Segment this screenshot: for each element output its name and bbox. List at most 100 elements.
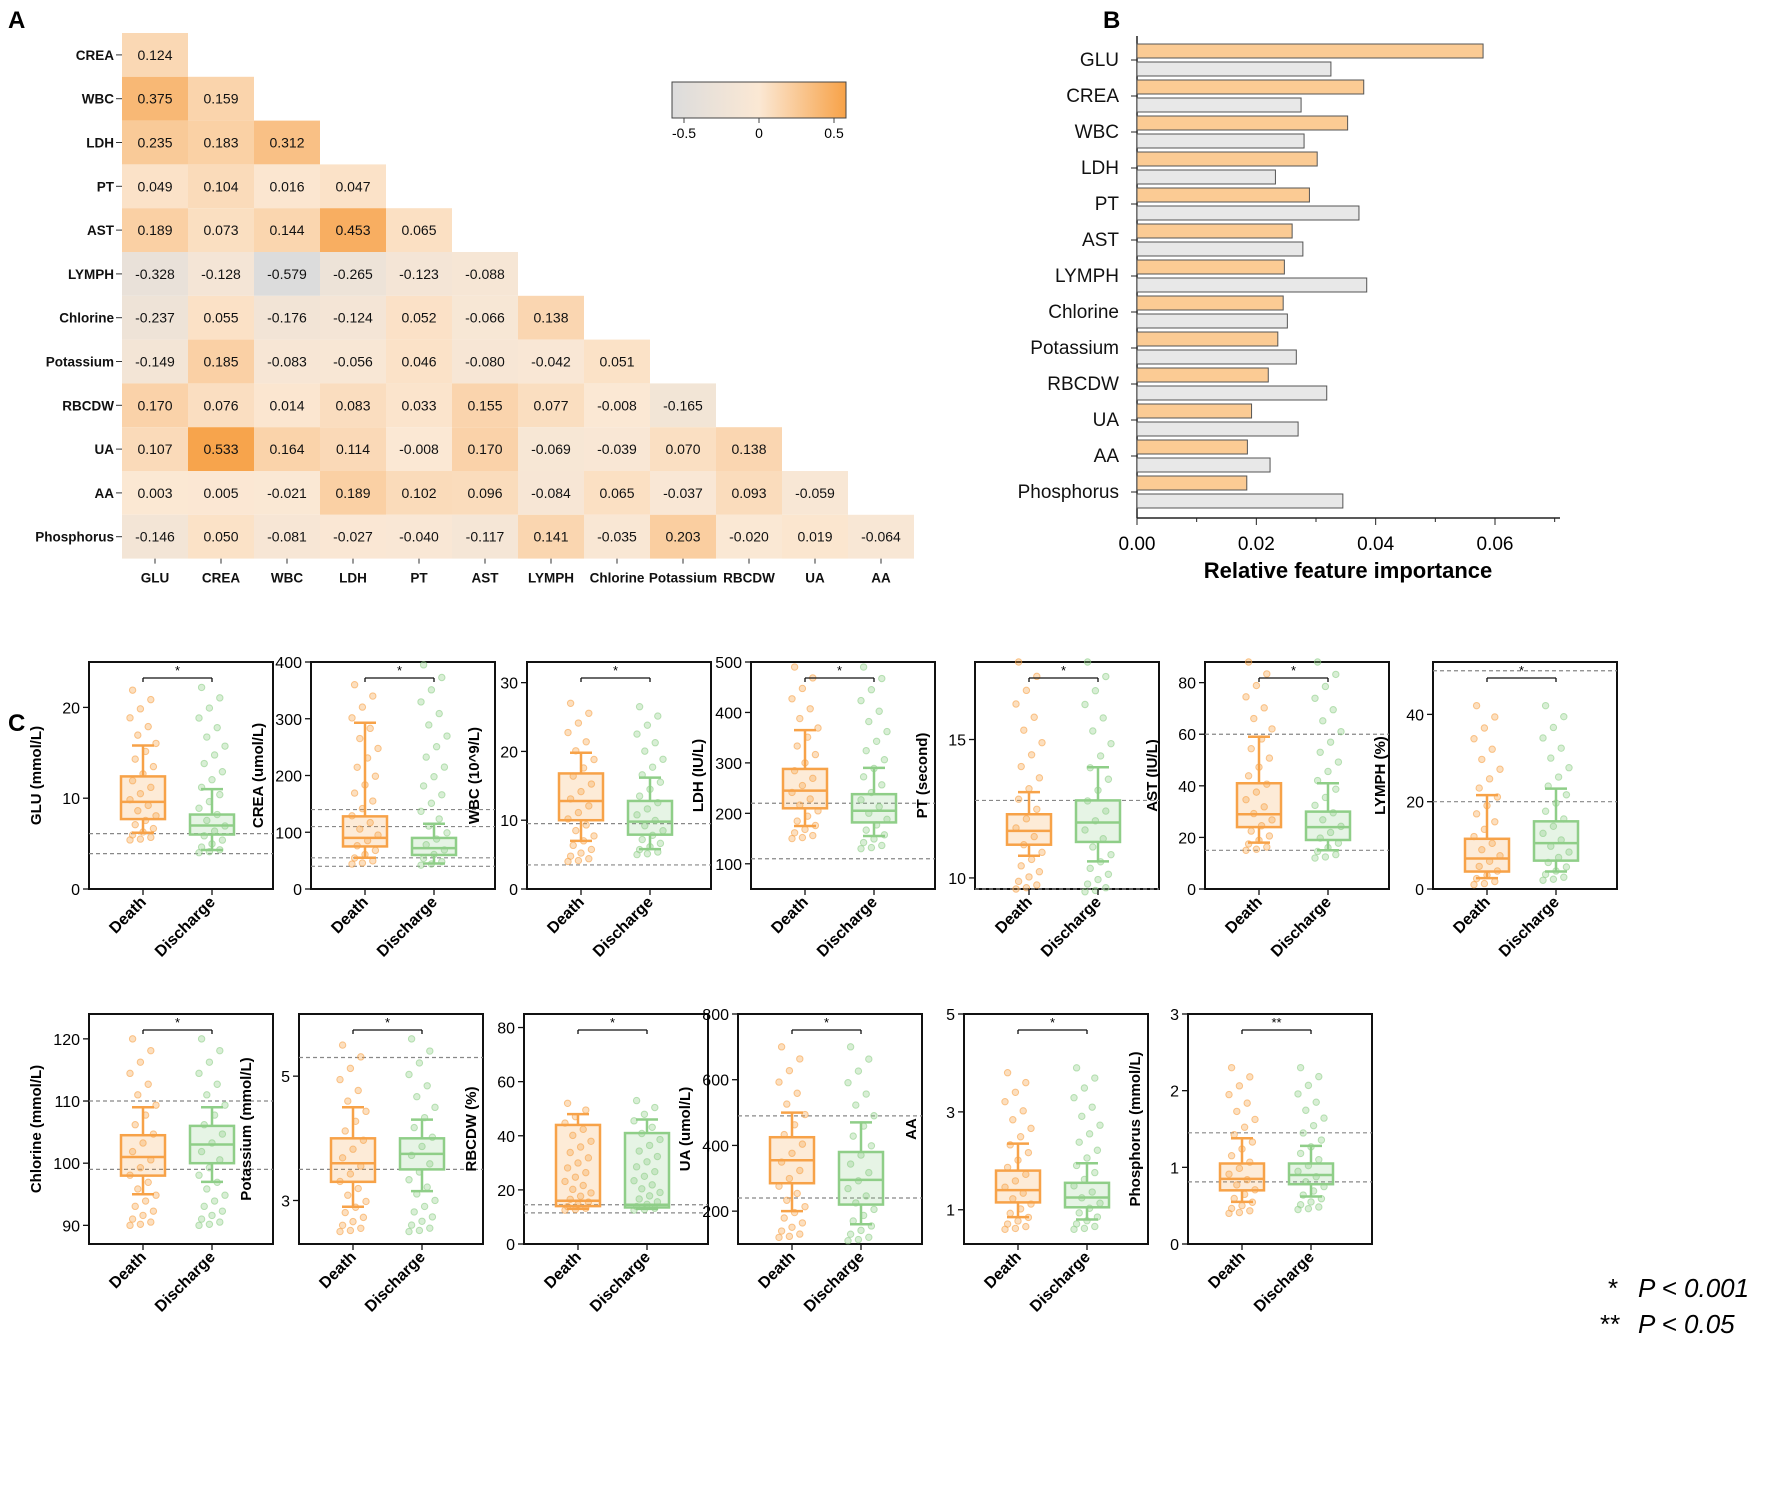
discharge-point	[197, 683, 206, 692]
discharge-point	[1080, 1084, 1089, 1092]
heatmap-cell	[122, 339, 188, 384]
discharge-point	[640, 1172, 649, 1181]
boxplot-frame	[523, 1013, 709, 1245]
death-point	[144, 1080, 152, 1088]
heatmap-cell	[452, 252, 518, 296]
discharge-point	[854, 1235, 863, 1244]
death-point	[346, 1226, 355, 1235]
discharge-point	[1086, 864, 1094, 873]
heatmap-cell-value: -0.237	[135, 310, 175, 326]
death-point	[369, 797, 377, 805]
death-point	[1033, 881, 1041, 889]
discharge-point	[1324, 767, 1332, 776]
death-point	[134, 731, 142, 739]
heatmap-row-label: CREA	[76, 48, 115, 63]
death-point	[1017, 762, 1025, 771]
y-axis-title: Phosphorus (mmol/L)	[1127, 1052, 1144, 1207]
death-point	[1227, 1152, 1236, 1160]
death-point	[790, 829, 799, 837]
y-tick-label: 400	[715, 705, 742, 722]
heatmap-cell	[782, 514, 848, 559]
p-legend-mark-1: *	[1608, 1273, 1618, 1303]
heatmap-cell	[188, 427, 254, 471]
death-point	[128, 1215, 137, 1223]
significance-mark: *	[1061, 663, 1066, 678]
death-point	[1014, 795, 1023, 803]
death-point	[585, 709, 593, 717]
heatmap-cell-value: -0.008	[399, 441, 439, 457]
heatmap-cell	[650, 471, 716, 515]
colorbar-bar	[671, 81, 847, 119]
discharge-point	[638, 835, 646, 844]
heatmap-cell-value: -0.042	[531, 354, 571, 370]
heatmap-cell	[320, 208, 386, 252]
discharge-point	[1316, 748, 1324, 756]
y-tick-label: 0	[1187, 882, 1196, 899]
heatmap-cell	[122, 295, 188, 340]
death-point	[582, 1106, 590, 1114]
heatmap-cell	[716, 427, 782, 471]
heatmap-cell-value: 0.183	[203, 135, 238, 151]
death-point	[563, 1164, 572, 1172]
heatmap-cell	[452, 427, 518, 471]
discharge-point	[656, 778, 665, 786]
discharge-point	[654, 712, 662, 720]
y-tick-label: 400	[702, 1138, 729, 1155]
death-point	[788, 1149, 796, 1157]
y-tick-label: 5	[946, 1007, 955, 1024]
discharge-point	[1311, 801, 1319, 810]
discharge-point	[859, 773, 868, 781]
heatmap-cell	[320, 383, 386, 428]
heatmap-cell-value: -0.008	[597, 397, 637, 413]
x-group-label: Death	[992, 894, 1035, 937]
death-point	[587, 1137, 595, 1145]
discharge-point	[1307, 1198, 1315, 1206]
death-point	[341, 1127, 349, 1135]
discharge-point	[1321, 853, 1330, 861]
death-point	[1035, 868, 1044, 876]
death-point	[1030, 832, 1038, 841]
heatmap-cell	[518, 383, 584, 428]
discharge-point	[1547, 754, 1555, 762]
heatmap-cell-value: -0.037	[663, 485, 703, 501]
y-axis-title: LDH (IU/L)	[690, 739, 707, 812]
death-point	[785, 1174, 794, 1183]
heatmap-cell-value: 0.164	[269, 441, 304, 457]
death-point	[349, 1145, 357, 1153]
death-point	[144, 722, 152, 731]
death-point	[1035, 774, 1044, 782]
death-point	[338, 1221, 347, 1229]
y-tick-label: 200	[715, 806, 742, 823]
y-axis-title: Potassium (mmol/L)	[238, 1057, 255, 1200]
death-point	[1244, 772, 1253, 780]
death-point	[149, 1207, 158, 1215]
heatmap-cell	[188, 339, 254, 384]
significance-mark: *	[385, 1015, 390, 1030]
discharge-point	[1560, 712, 1568, 721]
discharge-point	[1320, 1114, 1328, 1122]
x-group-label: Death	[1450, 894, 1493, 937]
heatmap-cell	[518, 514, 584, 559]
death-point	[1251, 1115, 1259, 1124]
death-point	[358, 703, 367, 711]
discharge-point	[653, 1152, 662, 1161]
heatmap-cell-value: 0.159	[203, 91, 238, 107]
death-point	[1014, 877, 1023, 886]
bar-orange	[1136, 331, 1279, 347]
discharge-point	[1075, 1209, 1083, 1217]
discharge-point	[1091, 1222, 1099, 1231]
heatmap-cell	[188, 514, 254, 559]
x-group-label: Death	[755, 1249, 798, 1292]
boxplot-panel: * 0 10 20 30 WBC (10^9/L) Death Discharge	[466, 661, 712, 961]
heatmap-cell-value: -0.021	[267, 485, 307, 501]
y-tick-label: 3	[946, 1105, 955, 1122]
bar-x-tick-label: 0.00	[1119, 534, 1156, 555]
discharge-point	[1093, 1146, 1102, 1154]
death-point	[584, 1154, 593, 1162]
heatmap-cell	[254, 471, 320, 515]
heatmap-cell	[320, 514, 386, 559]
heatmap-cell-value: 0.185	[203, 354, 238, 370]
y-tick-label: 500	[715, 655, 742, 672]
heatmap-cell-value: 0.052	[401, 310, 436, 326]
heatmap-cell	[122, 252, 188, 296]
